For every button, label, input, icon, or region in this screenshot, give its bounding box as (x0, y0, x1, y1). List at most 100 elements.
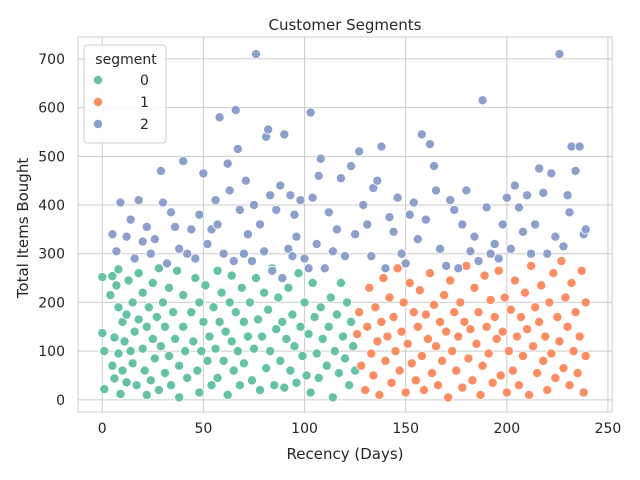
data-point (420, 309, 431, 320)
data-point (489, 238, 500, 249)
data-point (331, 224, 342, 235)
data-point (337, 331, 348, 342)
data-point (445, 275, 456, 286)
data-point (552, 312, 563, 323)
data-point (194, 297, 205, 308)
data-point (198, 316, 209, 327)
data-point (218, 248, 229, 259)
data-point (570, 165, 581, 176)
data-point (437, 355, 448, 366)
data-point (305, 387, 316, 398)
data-point (273, 292, 284, 303)
data-point (481, 202, 492, 213)
data-point (261, 363, 272, 374)
data-point (475, 389, 486, 400)
data-point (99, 346, 110, 357)
data-point (416, 129, 427, 140)
x-tick-label: 200 (493, 421, 520, 437)
data-point (224, 185, 235, 196)
data-point (117, 365, 128, 376)
data-point (265, 346, 276, 357)
data-point (234, 204, 245, 215)
data-point (370, 302, 381, 313)
data-point (418, 385, 429, 396)
data-point (226, 336, 237, 347)
data-point (119, 336, 130, 347)
data-point (299, 297, 310, 308)
data-point (291, 377, 302, 388)
data-point (534, 316, 545, 327)
data-point (253, 314, 264, 325)
data-point (107, 229, 118, 240)
data-point (242, 331, 253, 342)
data-point (360, 385, 371, 396)
data-point (166, 380, 177, 391)
data-point (157, 197, 168, 208)
data-point (406, 358, 417, 369)
data-point (115, 388, 126, 399)
x-tick-label: 100 (291, 421, 318, 437)
data-point (291, 231, 302, 242)
data-point (222, 158, 233, 169)
legend: segment 0 1 2 (83, 44, 167, 144)
data-point (568, 346, 579, 357)
data-point (522, 324, 533, 335)
data-point (236, 282, 247, 293)
data-point (546, 168, 557, 179)
y-tick-label: 300 (38, 247, 65, 263)
data-point (392, 192, 403, 203)
data-point (530, 302, 541, 313)
data-point (481, 321, 492, 332)
data-point (526, 260, 537, 271)
data-point (244, 297, 255, 308)
data-point (477, 95, 488, 106)
data-point (141, 221, 152, 232)
data-point (305, 107, 316, 118)
data-point (121, 377, 132, 388)
data-point (331, 309, 342, 320)
data-point (509, 180, 520, 191)
data-point (222, 389, 233, 400)
data-point (153, 263, 164, 274)
data-point (396, 248, 407, 259)
data-point (346, 316, 357, 327)
x-tick-label: 150 (392, 421, 419, 437)
data-point (129, 253, 140, 264)
data-point (435, 316, 446, 327)
data-point (428, 161, 439, 172)
data-point (317, 333, 328, 344)
y-axis-label: Total Items Bought (14, 158, 32, 300)
data-point (178, 321, 189, 332)
data-point (580, 350, 591, 361)
data-point (420, 214, 431, 225)
data-point (115, 197, 126, 208)
data-point (451, 365, 462, 376)
data-point (416, 350, 427, 361)
data-point (366, 251, 377, 262)
data-point (168, 307, 179, 318)
data-point (493, 265, 504, 276)
data-point (224, 297, 235, 308)
data-point (376, 316, 387, 327)
data-point (455, 297, 466, 308)
data-point (190, 273, 201, 284)
data-point (180, 346, 191, 357)
data-point (293, 268, 304, 279)
data-point (97, 328, 108, 339)
data-point (259, 287, 270, 298)
data-point (248, 343, 259, 354)
data-point (497, 326, 508, 337)
data-point (164, 350, 175, 361)
data-point (172, 265, 183, 276)
data-point (200, 280, 211, 291)
data-point (431, 341, 442, 352)
data-point (404, 277, 415, 288)
data-point (564, 207, 575, 218)
data-point (129, 326, 140, 337)
data-point (147, 277, 158, 288)
data-point (408, 307, 419, 318)
data-point (515, 312, 526, 323)
data-point (422, 333, 433, 344)
data-point (339, 353, 350, 364)
